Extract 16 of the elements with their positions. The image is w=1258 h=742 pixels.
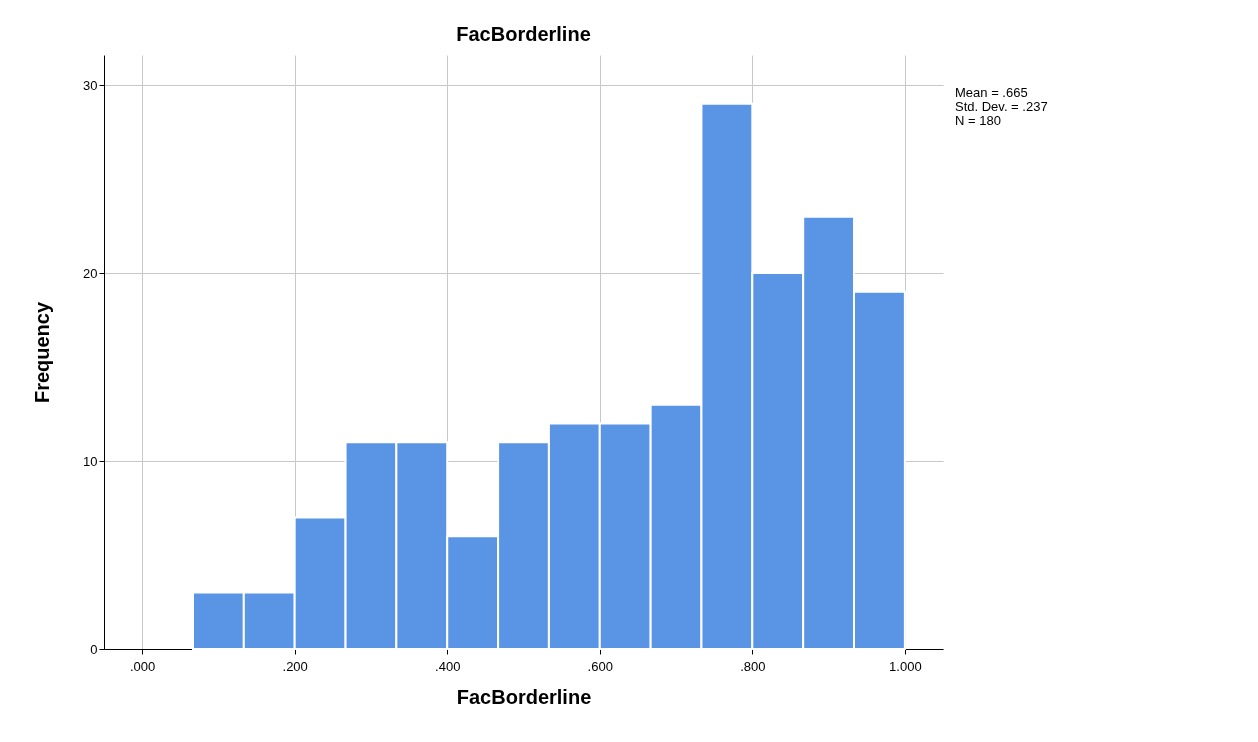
x-axis-title: FacBorderline (456, 685, 592, 708)
x-tick-label: .200 (282, 658, 308, 674)
text: Std. Dev. = .237 (955, 99, 1048, 114)
y-axis-title: Frequency (31, 301, 54, 404)
y-tick-label: 20 (83, 265, 98, 281)
text: Mean = .665 (955, 85, 1028, 100)
x-tick-label: .800 (740, 658, 766, 674)
y-tick-label: 0 (90, 641, 98, 657)
y-tick-label: 30 (83, 77, 98, 93)
x-tick-label: .600 (587, 658, 613, 674)
text: N = 180 (955, 113, 1001, 128)
x-tick-label: .400 (435, 658, 461, 674)
chart-title: FacBorderline (456, 23, 591, 45)
x-tick-label: .000 (129, 658, 156, 674)
x-tick-label: 1.000 (889, 658, 922, 674)
y-tick-label: 10 (83, 453, 98, 469)
